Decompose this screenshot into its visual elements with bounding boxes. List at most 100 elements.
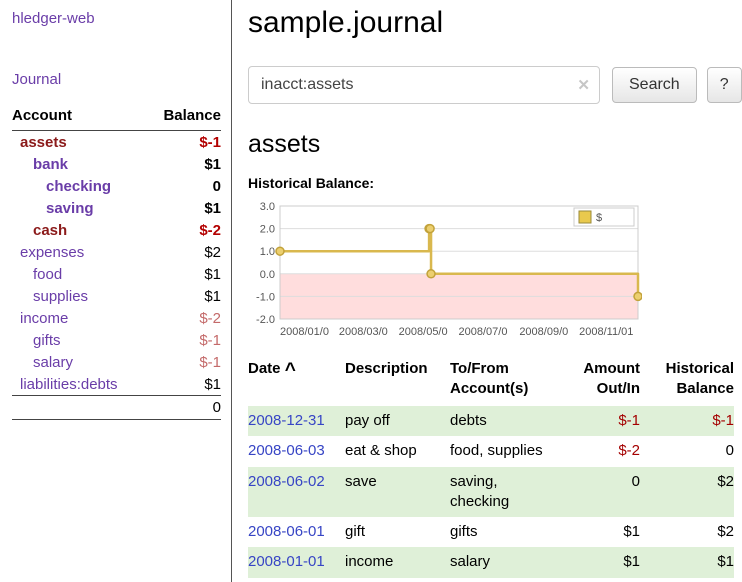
account-balance: $-1 [199, 133, 221, 151]
register-row: 2008-06-01 gift gifts $1 $2 [248, 517, 734, 547]
account-link-food[interactable]: food [33, 265, 63, 283]
account-row-checking: checking 0 [12, 175, 221, 197]
transaction-amount: 0 [631, 472, 640, 490]
account-heading: assets [248, 130, 321, 158]
svg-text:0.0: 0.0 [260, 269, 275, 281]
svg-text:2.0: 2.0 [260, 224, 275, 236]
transaction-amount: $1 [623, 523, 640, 540]
transaction-date-link[interactable]: 2008-01-01 [248, 553, 325, 571]
account-balance: $-2 [199, 221, 221, 239]
account-row-cash: cash $-2 [12, 219, 221, 241]
transaction-account: salary [450, 553, 491, 571]
svg-text:-2.0: -2.0 [256, 314, 275, 326]
svg-text:2008/07/0: 2008/07/0 [459, 326, 508, 338]
clear-search-icon[interactable]: ✕ [577, 77, 590, 94]
account-link-assets[interactable]: assets [20, 133, 67, 151]
register-header-row: Date ^ Description To/From Account(s) Am… [248, 357, 734, 406]
historical-balance-chart: 3.0 2.0 1.0 0.0 -1.0 -2.0 2008/01/0 2008/03/0 20… [248, 201, 742, 345]
account-row-bank: bank $1 [12, 153, 221, 175]
account-link-salary[interactable]: salary [33, 353, 74, 371]
transaction-amount: $-2 [618, 442, 640, 460]
accounts-header-account: Account [12, 104, 152, 131]
transaction-balance: $-1 [712, 412, 734, 429]
account-balance: 0 [212, 177, 221, 195]
transaction-balance: 0 [725, 442, 734, 460]
sidebar: hledger-web Journal Account Balance asse… [0, 0, 232, 582]
transaction-description: eat & shop [345, 442, 417, 460]
date-header-label: Date [248, 360, 281, 377]
account-row-expenses: expenses $2 [12, 241, 221, 263]
account-link-checking[interactable]: checking [46, 177, 112, 195]
account-link-cash[interactable]: cash [33, 221, 68, 239]
account-row-supplies: supplies $1 [12, 285, 221, 307]
account-balance: $1 [204, 155, 221, 173]
accounts-header-balance: Balance [151, 104, 221, 131]
register-row: 2008-06-02 save saving, checking 0 $2 [248, 466, 734, 517]
account-row-assets: assets $-1 [12, 131, 221, 154]
transaction-date-link[interactable]: 2008-06-03 [248, 442, 325, 460]
account-link-supplies[interactable]: supplies [33, 287, 89, 305]
accounts-total-row: 0 [12, 395, 221, 420]
journal-link[interactable]: Journal [12, 71, 62, 88]
transaction-description: gift [345, 523, 366, 540]
transaction-account: gifts [450, 523, 478, 540]
svg-text:2008/01/0: 2008/01/0 [280, 326, 329, 338]
account-row-income: income $-2 [12, 307, 221, 329]
transaction-date-link[interactable]: 2008-06-01 [248, 523, 325, 540]
sort-ascending-icon: ^ [284, 360, 296, 381]
account-balance: $1 [204, 265, 221, 283]
transaction-balance: $2 [717, 472, 734, 490]
account-balance: $1 [204, 287, 221, 305]
account-link-income[interactable]: income [20, 309, 69, 327]
register-header-account: To/From Account(s) [450, 360, 529, 397]
account-link-saving[interactable]: saving [46, 199, 94, 217]
account-link-expenses[interactable]: expenses [20, 243, 85, 261]
main-content: sample.journal ✕ Search ? assets Histori… [232, 0, 742, 582]
register-header-date[interactable]: Date ^ [248, 357, 345, 406]
transaction-amount: $1 [623, 553, 640, 571]
transaction-account: debts [450, 412, 487, 429]
account-link-bank[interactable]: bank [33, 155, 69, 173]
transaction-description: income [345, 553, 394, 571]
register-header-description: Description [345, 360, 428, 377]
account-row-food: food $1 [12, 263, 221, 285]
svg-text:2008/03/0: 2008/03/0 [339, 326, 388, 338]
account-balance: $1 [204, 199, 221, 217]
help-button[interactable]: ? [706, 67, 742, 103]
account-link-liabilities-debts[interactable]: liabilities:debts [20, 375, 118, 393]
accounts-table: Account Balance assets $-1 bank $1 check… [12, 104, 221, 420]
transaction-date-link[interactable]: 2008-06-02 [248, 472, 325, 490]
register-row: 2008-06-03 eat & shop food, supplies $-2… [248, 436, 734, 466]
account-balance: $1 [204, 375, 221, 393]
accounts-total-balance: 0 [151, 395, 221, 420]
transaction-description: pay off [345, 412, 390, 429]
transaction-account: food, supplies [450, 442, 543, 460]
search-input[interactable] [248, 66, 600, 104]
svg-text:2008/11/01: 2008/11/01 [579, 326, 633, 338]
search-bar: ✕ Search ? [248, 66, 742, 104]
account-balance: $-1 [199, 331, 221, 349]
svg-text:3.0: 3.0 [260, 201, 275, 213]
transaction-amount: $-1 [618, 412, 640, 429]
register-table: Date ^ Description To/From Account(s) Am… [248, 357, 734, 578]
svg-text:-1.0: -1.0 [256, 291, 275, 303]
transaction-date-link[interactable]: 2008-12-31 [248, 412, 325, 429]
account-balance: $-1 [199, 353, 221, 371]
app-title-link[interactable]: hledger-web [12, 10, 95, 27]
account-row-gifts: gifts $-1 [12, 329, 221, 351]
transaction-balance: $2 [717, 523, 734, 540]
svg-text:1.0: 1.0 [260, 246, 275, 258]
chart-title: Historical Balance: [248, 175, 375, 191]
search-button[interactable]: Search [612, 67, 697, 103]
accounts-header-row: Account Balance [12, 104, 221, 131]
register-row: 2008-12-31 pay off debts $-1 $-1 [248, 406, 734, 437]
transaction-balance: $1 [717, 553, 734, 571]
svg-text:$: $ [596, 212, 602, 224]
register-header-balance: Historical Balance [665, 360, 734, 397]
register-header-amount: Amount Out/In [583, 360, 640, 397]
account-row-salary: salary $-1 [12, 351, 221, 373]
account-link-gifts[interactable]: gifts [33, 331, 61, 349]
chart-svg: 3.0 2.0 1.0 0.0 -1.0 -2.0 2008/01/0 2008/03/0 20… [256, 201, 643, 338]
register-row: 2008-01-01 income salary $1 $1 [248, 547, 734, 578]
